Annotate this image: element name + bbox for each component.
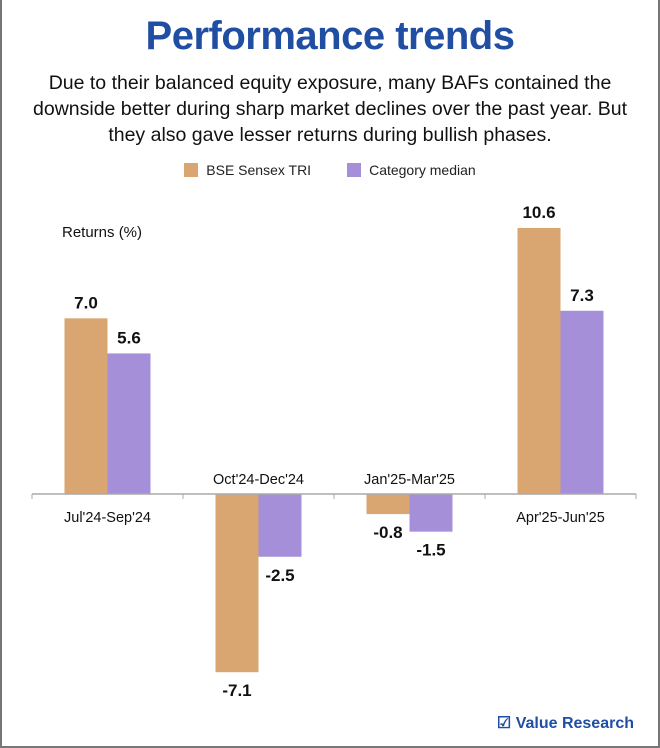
value-research-logo: ☑ Value Research xyxy=(496,715,634,732)
bar-sensex xyxy=(366,494,410,515)
chart-subtitle: Due to their balanced equity exposure, m… xyxy=(33,72,627,146)
bar-sensex xyxy=(215,494,259,673)
data-label: -7.1 xyxy=(222,681,251,700)
data-label: 7.0 xyxy=(74,293,98,312)
category-label: Oct'24-Dec'24 xyxy=(213,472,304,488)
legend: BSE Sensex TRI Category median xyxy=(0,162,660,178)
logo-text: Value Research xyxy=(515,715,634,732)
category-label: Jan'25-Mar'25 xyxy=(364,472,455,488)
data-label: 5.6 xyxy=(117,328,141,347)
legend-item-sensex: BSE Sensex TRI xyxy=(184,162,311,178)
y-axis-label: Returns (%) xyxy=(62,224,142,241)
bar-sensex xyxy=(64,318,108,494)
data-label: -0.8 xyxy=(373,523,402,542)
legend-item-median: Category median xyxy=(347,162,476,178)
chart-title: Performance trends xyxy=(145,14,515,58)
legend-label: BSE Sensex TRI xyxy=(206,162,312,178)
legend-swatch xyxy=(347,163,362,177)
category-label: Jul'24-Sep'24 xyxy=(64,510,151,526)
data-label: 10.6 xyxy=(522,203,555,222)
legend-swatch xyxy=(184,163,199,177)
category-label: Apr'25-Jun'25 xyxy=(516,510,605,526)
bar-median xyxy=(107,353,151,494)
bar-median xyxy=(258,494,302,557)
bar-median xyxy=(409,494,453,532)
data-label: 7.3 xyxy=(570,286,594,305)
bar-median xyxy=(560,310,604,494)
data-label: -2.5 xyxy=(265,566,294,585)
data-label: -1.5 xyxy=(416,541,445,560)
legend-label: Category median xyxy=(369,162,476,178)
bar-sensex xyxy=(517,227,561,494)
